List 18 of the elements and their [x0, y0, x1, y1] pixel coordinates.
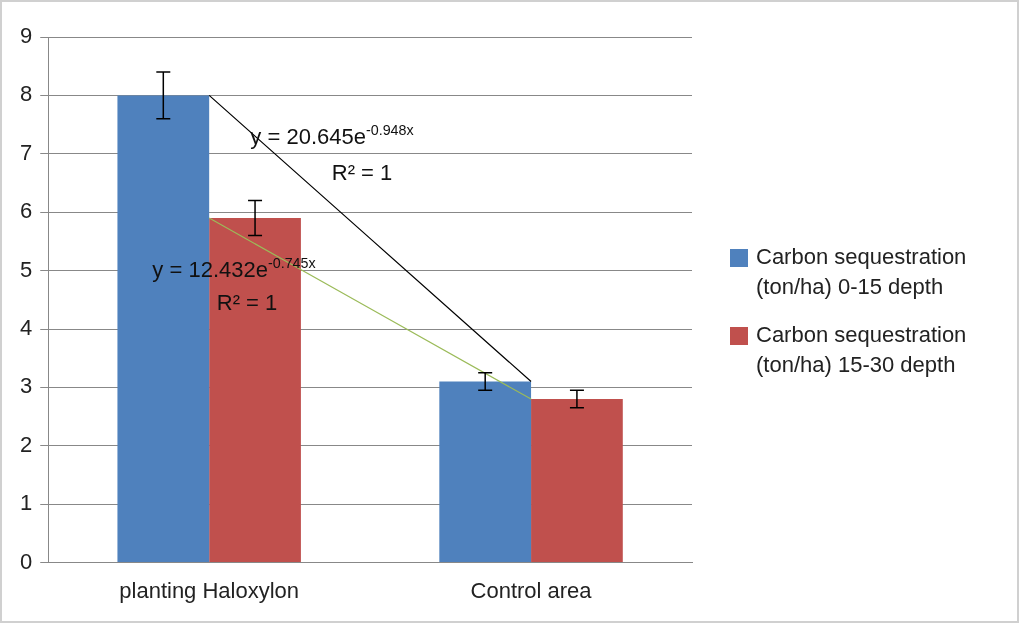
x-tick-label: planting Haloxylon — [119, 577, 300, 603]
legend-label: Carbon sequestration (ton/ha) 15-30 depth — [756, 321, 968, 379]
y-tick-label: 4 — [19, 315, 33, 341]
annotation: R² = 1 — [331, 160, 393, 185]
annotation: R² = 1 — [216, 290, 278, 315]
bar — [439, 381, 532, 563]
y-tick-label: 8 — [19, 81, 33, 107]
y-tick-label: 3 — [19, 373, 33, 399]
legend-label: Carbon sequestration (ton/ha) 0-15 depth — [756, 243, 968, 301]
y-tick-label: 9 — [19, 23, 33, 49]
y-tick-label: 0 — [19, 548, 33, 574]
y-tick-label: 5 — [19, 256, 33, 282]
bar — [531, 399, 623, 563]
y-tick-label: 6 — [19, 198, 33, 224]
x-tick-label: Control area — [470, 577, 593, 603]
y-tick-label: 2 — [19, 431, 33, 457]
y-tick-label: 1 — [19, 490, 33, 516]
y-tick-label: 7 — [19, 139, 33, 165]
